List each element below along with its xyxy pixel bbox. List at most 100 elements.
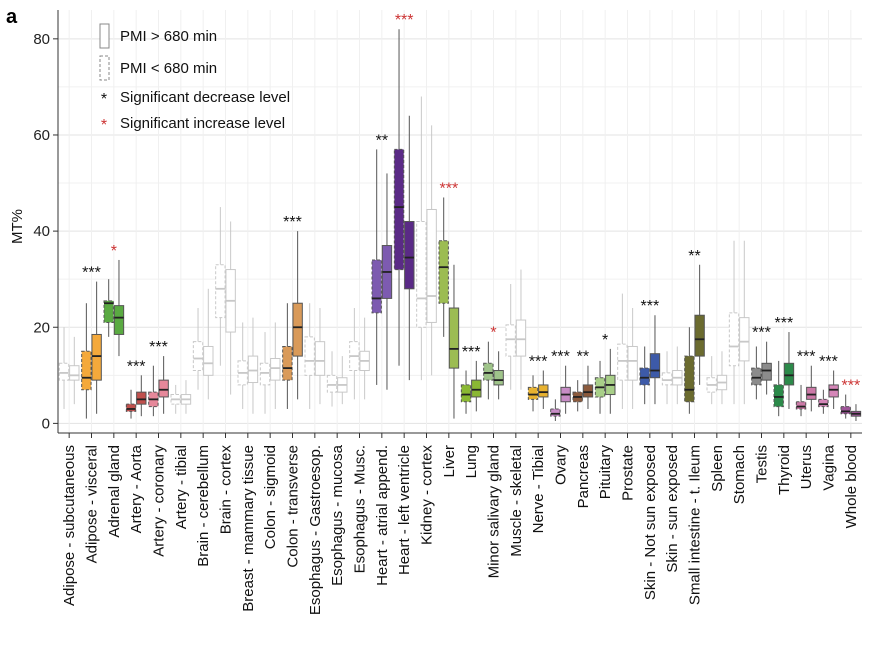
box-long-box xyxy=(783,362,795,386)
y-tick-label: 40 xyxy=(33,223,50,240)
category-label: Nerve - Tibial xyxy=(530,445,547,533)
box-short-box xyxy=(393,148,405,271)
box-short-box xyxy=(416,221,427,328)
category-label: Breast - mammary tissue xyxy=(240,445,257,612)
box-short-box xyxy=(795,401,807,410)
box-long-box xyxy=(91,333,102,381)
box-long-box xyxy=(69,365,80,381)
box-short-box xyxy=(215,264,226,319)
category-label: Artery - Aorta xyxy=(128,444,145,533)
legend-label: PMI > 680 min xyxy=(120,28,217,45)
box-short-box xyxy=(259,362,271,386)
legend-label: Significant increase level xyxy=(120,115,285,132)
significance-stars: *** xyxy=(551,349,570,366)
significance-stars: *** xyxy=(395,12,414,29)
box-short-box xyxy=(103,300,114,323)
box-short-box xyxy=(661,372,673,386)
significance-stars: *** xyxy=(774,315,793,332)
category-label: Colon - sigmoid xyxy=(262,445,279,549)
box-short-box xyxy=(550,408,561,417)
category-label: Esophagus - mucosa xyxy=(329,444,346,586)
box-long-box xyxy=(761,362,772,381)
significance-stars: * xyxy=(111,243,117,260)
box-long-box xyxy=(828,384,839,398)
significance-stars: *** xyxy=(127,358,146,375)
box-long-box xyxy=(314,341,326,376)
box-short-box xyxy=(460,384,472,403)
category-label: Artery - coronary xyxy=(151,445,168,557)
category-label: Heart - atrial append. xyxy=(374,445,391,586)
significance-stars: *** xyxy=(797,349,816,366)
y-axis-label: MT% xyxy=(9,209,26,244)
significance-stars: *** xyxy=(752,325,771,342)
box-short-box xyxy=(192,341,204,372)
category-label: Muscle - skeletal xyxy=(508,445,525,557)
box-short-box xyxy=(840,406,851,415)
significance-stars: *** xyxy=(529,354,548,371)
category-label: Brain - cerebellum xyxy=(195,445,212,567)
significance-stars: ** xyxy=(688,248,700,265)
category-label: Adrenal gland xyxy=(106,445,123,538)
legend-label: Significant decrease level xyxy=(120,89,290,106)
significance-stars: *** xyxy=(819,354,838,371)
y-tick-label: 60 xyxy=(33,127,50,144)
category-label: Liver xyxy=(441,445,458,478)
category-label: Esophagus - Gastroesop. xyxy=(307,445,324,615)
box-long-box xyxy=(203,345,214,376)
category-label: Uterus xyxy=(798,445,815,489)
box-short-box xyxy=(773,384,784,408)
category-label: Heart - left ventricle xyxy=(396,445,413,575)
category-label: Lung xyxy=(463,445,480,478)
significance-stars: *** xyxy=(149,339,168,356)
panel-letter: a xyxy=(6,6,18,28)
box-long-box xyxy=(158,379,169,398)
category-label: Whole blood xyxy=(843,445,860,528)
box-short-box xyxy=(483,362,494,381)
box-short-box xyxy=(505,324,516,357)
significance-stars: ** xyxy=(376,132,388,149)
box-long-box xyxy=(404,221,415,290)
box-short-box xyxy=(818,398,829,408)
box-long-box xyxy=(292,302,303,357)
box-long-box xyxy=(448,307,460,369)
box-long-box xyxy=(493,370,504,386)
box-long-box xyxy=(471,379,482,398)
significance-stars: ** xyxy=(577,349,589,366)
significance-stars: *** xyxy=(439,180,458,197)
box-long-box xyxy=(649,353,661,379)
y-tick-label: 80 xyxy=(33,31,50,48)
significance-stars: * xyxy=(490,325,496,342)
box-long-box xyxy=(113,305,125,335)
box-short-box xyxy=(438,240,449,304)
category-label: Minor salivary gland xyxy=(486,445,503,578)
y-tick-label: 20 xyxy=(33,319,50,336)
box-short-box xyxy=(527,386,539,400)
box-short-box xyxy=(617,343,628,381)
category-label: Pancreas xyxy=(575,445,592,508)
box-short-box xyxy=(81,350,92,391)
category-label: Small intestine - t. Ileum xyxy=(687,445,704,605)
category-label: Ovary xyxy=(553,445,570,486)
category-label: Prostate xyxy=(620,445,637,501)
box-short-box xyxy=(639,367,650,386)
category-label: Testis xyxy=(754,445,771,483)
significance-stars: *** xyxy=(462,344,481,361)
category-label: Pituitary xyxy=(597,445,614,500)
box-long-box xyxy=(806,386,817,400)
category-label: Adipose - subcutaneous xyxy=(61,445,78,606)
box-short-box xyxy=(326,374,338,393)
box-long-box xyxy=(136,391,147,405)
y-tick-label: 0 xyxy=(42,415,50,432)
box-short-box xyxy=(58,362,70,381)
box-short-box xyxy=(304,336,315,376)
box-short-box xyxy=(371,259,382,314)
legend-dashed-box xyxy=(99,55,110,81)
category-label: Thyroid xyxy=(776,445,793,495)
significance-stars: * xyxy=(602,332,608,349)
significance-stars: *** xyxy=(640,298,659,315)
significance-stars: *** xyxy=(841,378,860,395)
category-label: Adipose - visceral xyxy=(84,445,101,563)
legend-solid-box xyxy=(99,23,110,49)
category-label: Brain - cortex xyxy=(218,445,235,535)
